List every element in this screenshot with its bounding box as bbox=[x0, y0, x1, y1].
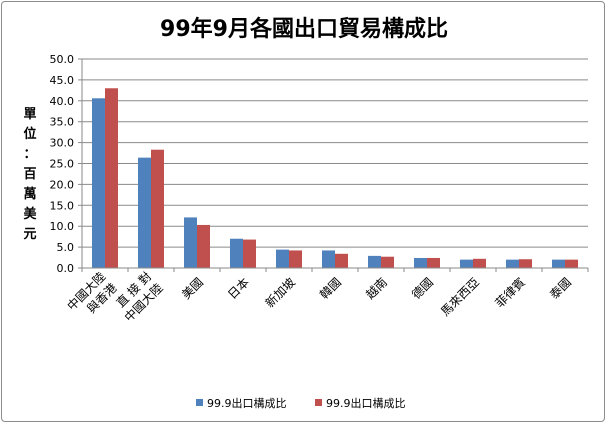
y-tick-label: 10.0 bbox=[50, 220, 75, 233]
x-category-label-line: 日本 bbox=[225, 275, 252, 302]
axes bbox=[81, 59, 589, 272]
x-category-label: 菲律賓 bbox=[492, 274, 528, 310]
x-category-label: 日本 bbox=[225, 275, 252, 302]
bar-series-1 bbox=[414, 257, 427, 268]
y-tick-label: 5.0 bbox=[57, 241, 75, 254]
x-category-label: 越南 bbox=[362, 274, 390, 302]
legend-swatch-2 bbox=[315, 399, 322, 406]
bar-series-2 bbox=[335, 253, 348, 268]
bar-series-2 bbox=[473, 258, 486, 268]
bar-series-1 bbox=[506, 259, 519, 268]
bar-series-2 bbox=[289, 250, 302, 268]
y-tick-label: 40.0 bbox=[50, 95, 75, 108]
x-category-label-line: 菲律賓 bbox=[492, 274, 528, 310]
bar-series-1 bbox=[552, 259, 565, 268]
y-tick-label: 30.0 bbox=[50, 137, 75, 150]
bar-series-2 bbox=[427, 257, 440, 268]
bar-series-2 bbox=[243, 239, 256, 268]
y-tick-label: 50.0 bbox=[50, 53, 75, 66]
y-tick-label: 15.0 bbox=[50, 199, 75, 212]
y-axis-label-char: 位 bbox=[23, 126, 36, 142]
bar-series-2 bbox=[519, 259, 532, 268]
x-category-label-line: 馬來西亞 bbox=[438, 275, 482, 319]
x-category-label-line: 新加坡 bbox=[262, 274, 298, 310]
legend-swatch-1 bbox=[196, 399, 203, 406]
bar-series-1 bbox=[368, 255, 381, 268]
x-category-label: 德國 bbox=[408, 274, 436, 302]
legend-label-2: 99.9出口構成比 bbox=[326, 396, 406, 410]
y-axis-label-char: ： bbox=[23, 147, 36, 162]
y-tick-label: 45.0 bbox=[50, 74, 75, 87]
bars bbox=[92, 88, 578, 269]
x-category-label-line: 美國 bbox=[179, 275, 206, 302]
y-axis-label-char: 元 bbox=[23, 227, 36, 242]
x-category-label: 馬來西亞 bbox=[438, 275, 482, 319]
legend-label-1: 99.9出口構成比 bbox=[207, 396, 287, 410]
bar-series-1 bbox=[92, 98, 105, 269]
x-category-label-line: 泰國 bbox=[547, 275, 574, 302]
x-category-label: 新加坡 bbox=[262, 274, 298, 310]
y-axis-label-char: 百 bbox=[23, 167, 36, 182]
y-axis-label-char: 單 bbox=[23, 107, 36, 122]
bar-series-1 bbox=[276, 249, 289, 268]
bar-series-2 bbox=[151, 149, 164, 268]
legend: 99.9出口構成比 99.9出口構成比 bbox=[196, 396, 406, 410]
y-axis-label-char: 萬 bbox=[23, 186, 36, 202]
x-category-label: 泰國 bbox=[547, 275, 574, 302]
y-axis-label-char: 美 bbox=[23, 206, 37, 222]
chart-title: 99年9月各國出口貿易構成比 bbox=[160, 16, 448, 42]
bar-series-2 bbox=[105, 88, 118, 268]
bar-series-2 bbox=[381, 256, 394, 268]
bar-series-1 bbox=[138, 157, 151, 268]
x-category-label-line: 越南 bbox=[362, 274, 390, 302]
bar-series-2 bbox=[565, 259, 578, 268]
bar-series-1 bbox=[184, 217, 197, 268]
y-tick-label: 0.0 bbox=[57, 262, 75, 275]
x-category-label: 韓國 bbox=[317, 275, 344, 302]
bar-series-2 bbox=[197, 224, 210, 268]
x-category-label: 美國 bbox=[179, 275, 206, 302]
x-category-label-line: 德國 bbox=[408, 274, 436, 302]
bar-series-1 bbox=[460, 259, 473, 268]
bar-series-1 bbox=[322, 250, 335, 268]
x-category-label-line: 韓國 bbox=[317, 275, 344, 302]
y-tick-label: 25.0 bbox=[50, 158, 75, 171]
y-axis-ticks: 0.0 5.0 10.0 15.0 20.0 25.0 30.0 35.0 40.0 45.0 50… bbox=[50, 53, 82, 275]
y-tick-label: 35.0 bbox=[50, 116, 75, 129]
y-tick-label: 20.0 bbox=[50, 178, 75, 191]
bar-series-1 bbox=[230, 238, 243, 268]
